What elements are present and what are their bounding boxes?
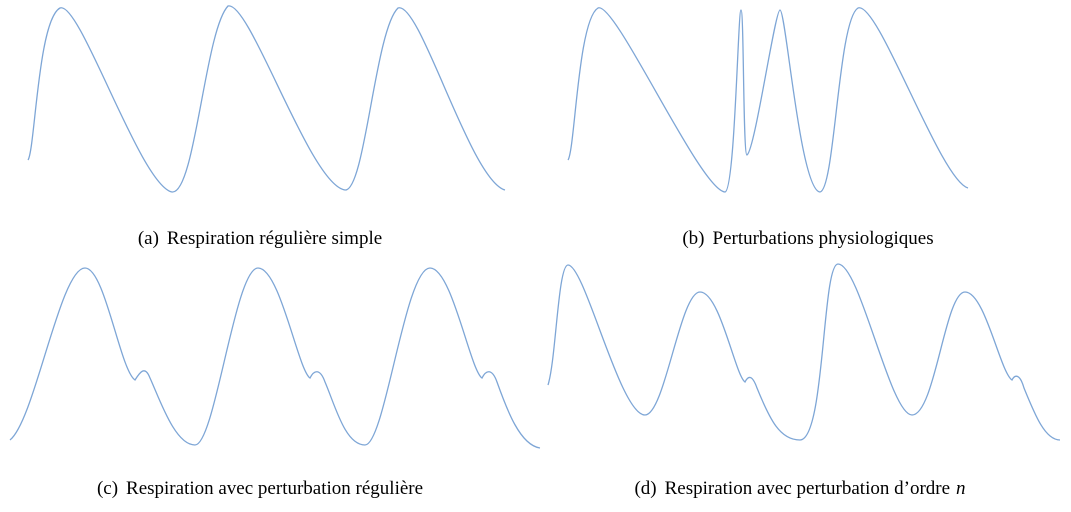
caption-text: Respiration avec perturbation régulière — [126, 478, 423, 499]
waveform — [9, 267, 541, 449]
caption-math: n — [956, 478, 966, 499]
caption: (b) Perturbations physiologiques — [682, 228, 933, 249]
caption-label: (a) — [138, 228, 159, 249]
waveform — [547, 263, 1061, 441]
waveform — [567, 7, 969, 193]
caption-text: Respiration régulière simple — [167, 228, 382, 249]
caption-text: Perturbations physiologiques — [713, 228, 934, 249]
caption-label: (d) — [634, 478, 656, 499]
caption-text: Respiration avec perturbation d’ordre — [665, 478, 950, 499]
caption: (d) Respiration avec perturbation d’ordre… — [634, 478, 965, 499]
caption: (c) Respiration avec perturbation réguliè… — [97, 478, 423, 499]
caption: (a) Respiration régulière simple — [138, 228, 382, 249]
caption-label: (b) — [682, 228, 704, 249]
waveform — [27, 5, 506, 193]
caption-label: (c) — [97, 478, 118, 499]
